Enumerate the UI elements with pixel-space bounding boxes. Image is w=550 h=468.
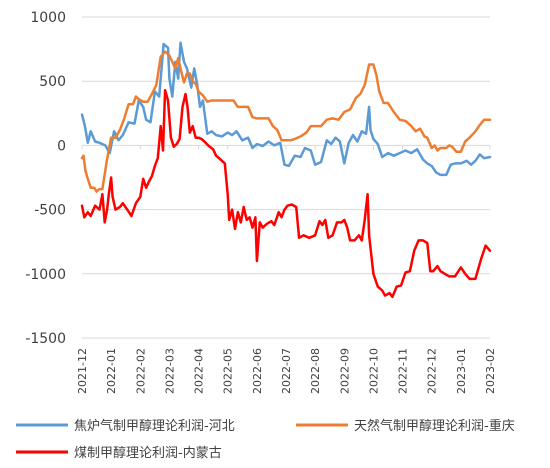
y-axis: 1000 500 0 -500 -1000 -1500 [25,10,66,347]
x-tick-label: 2022-04 [193,348,206,394]
y-tick-label: 0 [57,138,66,154]
x-tick-label: 2022-01 [105,348,118,394]
x-tick-label: 2022-05 [222,348,235,394]
legend-label-1: 焦炉气制甲醇理论利润-河北 [74,418,235,434]
series-line-3 [80,88,492,299]
y-tick-label: 500 [39,74,66,90]
x-tick-label: 2022-07 [280,348,293,394]
x-axis: 2021-12 2022-01 2022-02 2022-03 2022-04 2022-… [76,145,497,394]
x-tick-label: 2021-12 [76,348,89,394]
y-tick-label: 1000 [30,10,66,26]
series-line-2 [80,50,492,193]
series-lines [80,41,492,299]
series-line-1 [80,41,492,177]
x-tick-label: 2022-10 [367,348,380,394]
x-tick-label: 2022-11 [397,348,410,394]
x-tick-label: 2022-06 [251,348,264,394]
x-tick-label: 2023-02 [484,348,497,394]
legend-label-2: 天然气制甲醇理论利润-重庆 [354,418,515,434]
y-tick-label: -500 [34,203,66,219]
y-tick-label: -1000 [25,267,66,283]
x-tick-label: 2023-01 [455,348,468,394]
x-tick-label: 2022-02 [134,348,147,394]
y-tick-label: -1500 [25,331,66,347]
legend-label-3: 煤制甲醇理论利润-内蒙古 [74,445,222,461]
x-tick-label: 2022-03 [163,348,176,394]
gridlines [82,16,490,339]
x-tick-label: 2022-09 [338,348,351,394]
x-tick-label: 2022-08 [309,348,322,394]
x-tick-label: 2022-12 [426,348,439,394]
